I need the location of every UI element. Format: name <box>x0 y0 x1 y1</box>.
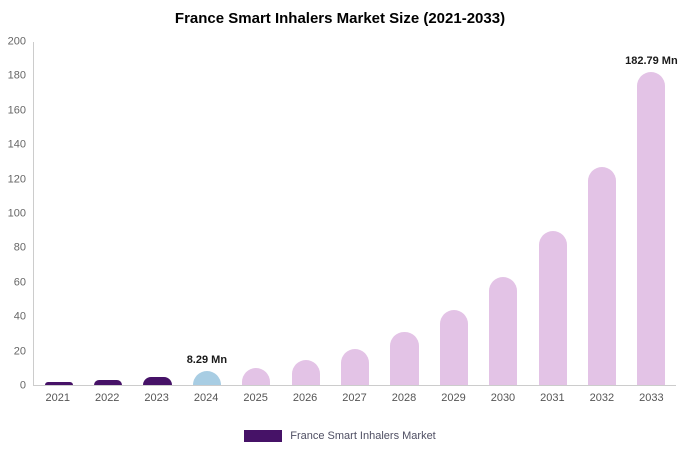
bar-column-2030 <box>479 42 528 385</box>
x-tick-label: 2022 <box>94 392 120 404</box>
bar-2030 <box>489 276 518 385</box>
y-tick-label: 60 <box>13 276 26 289</box>
x-tick-label: 2024 <box>193 392 219 404</box>
bar-value-label: 182.79 Mn <box>625 54 678 67</box>
bar-2022 <box>94 379 123 385</box>
y-tick-label: 20 <box>13 345 26 358</box>
bar-2023 <box>143 377 172 385</box>
y-tick-label: 200 <box>7 35 26 48</box>
x-tick-label: 2025 <box>243 392 268 404</box>
y-tick-label: 120 <box>7 173 26 186</box>
bar-2031 <box>538 230 567 385</box>
bar-column-2023 <box>133 42 182 385</box>
bar-2029 <box>439 309 468 385</box>
y-tick-label: 0 <box>19 379 26 392</box>
bar-2032 <box>587 167 617 385</box>
y-tick-label: 140 <box>7 138 26 151</box>
y-tick-label: 40 <box>13 310 26 323</box>
x-tick-label: 2032 <box>589 392 615 404</box>
y-axis-labels: 0 20 40 60 80 100 120 140 160 180 200 <box>0 36 28 391</box>
x-tick-label: 2031 <box>540 392 565 404</box>
bar-column-2026 <box>281 42 330 385</box>
bar-column-2022 <box>83 42 132 385</box>
y-tick-label: 160 <box>7 104 26 117</box>
chart-title: France Smart Inhalers Market Size (2021-… <box>174 10 506 27</box>
bar-2033 <box>637 71 666 385</box>
bar-2026 <box>291 360 320 385</box>
x-tick-label: 2030 <box>490 392 516 404</box>
bar-2021 <box>44 381 73 385</box>
y-tick-label: 100 <box>7 207 26 220</box>
bar-column-2032 <box>577 42 626 385</box>
bar-column-2025 <box>232 42 281 385</box>
bar-2025 <box>242 367 271 385</box>
x-tick-label: 2023 <box>144 392 169 404</box>
x-tick-label: 2027 <box>342 392 367 404</box>
x-axis-labels: 2021 2022 2023 2024 2025 2026 2027 2028 2029 2030… <box>33 392 676 404</box>
plot-area: 8.29 Mn 182.79 Mn <box>33 42 678 386</box>
bar-column-2033: 182.79 Mn <box>625 42 678 385</box>
legend-swatch <box>244 430 283 442</box>
y-tick-label: 80 <box>13 241 26 254</box>
bar-2027 <box>340 349 370 385</box>
bar-column-2024: 8.29 Mn <box>182 42 231 385</box>
bar-column-2027 <box>330 42 379 385</box>
bar-column-2029 <box>429 42 478 385</box>
legend: France Smart Inhalers Market <box>0 430 680 442</box>
bar-2028 <box>390 331 419 385</box>
x-tick-label: 2021 <box>45 392 70 404</box>
bar-2024 <box>192 370 221 385</box>
x-tick-label: 2033 <box>639 392 664 404</box>
y-tick-label: 180 <box>7 69 26 82</box>
bar-column-2031 <box>528 42 577 385</box>
legend-label: France Smart Inhalers Market <box>290 430 436 442</box>
x-tick-label: 2026 <box>292 392 318 404</box>
x-tick-label: 2029 <box>441 392 466 404</box>
bar-value-label: 8.29 Mn <box>186 353 228 366</box>
x-tick-label: 2028 <box>391 392 417 404</box>
bar-column-2021 <box>34 42 83 385</box>
bar-column-2028 <box>380 42 429 385</box>
